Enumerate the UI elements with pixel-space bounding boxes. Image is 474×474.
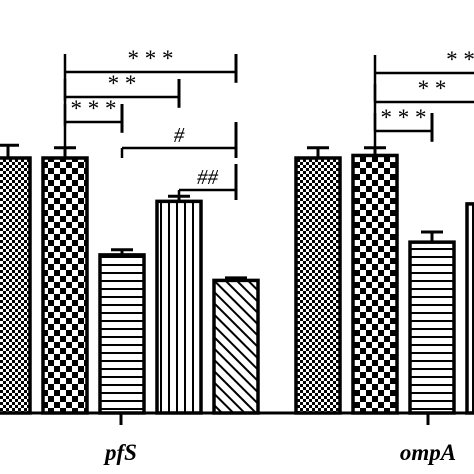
bar-pfS-1 [0, 156, 32, 415]
significance-bracket-3 [63, 104, 124, 151]
bar-ompA-1 [294, 156, 342, 415]
significance-label-8: * * * [381, 105, 427, 130]
bar-ompA-2 [351, 153, 399, 415]
bar-pfS-3 [98, 253, 146, 415]
significance-label-4: # [174, 123, 185, 147]
significance-bracket-4 [120, 122, 238, 158]
significance-label-1: * * * [128, 46, 174, 71]
significance-bracket-8 [373, 113, 434, 160]
x-tick-label-pfS: pfS [103, 440, 137, 465]
significance-label-2: * * [108, 71, 137, 96]
bar-pfS-5 [212, 278, 260, 415]
significance-label-6: * * [446, 47, 474, 72]
significance-bracket-5 [177, 164, 238, 200]
significance-label-3: * * * [71, 96, 117, 121]
bar-pfS-4 [155, 199, 203, 415]
bar-ompA-3 [408, 240, 456, 415]
significance-label-5: ## [197, 165, 219, 189]
bar-ompA-4 [465, 202, 474, 415]
bar-pfS-2 [41, 156, 89, 415]
x-tick-label-ompA: ompA [400, 440, 456, 465]
significance-label-7: * * [418, 76, 447, 101]
